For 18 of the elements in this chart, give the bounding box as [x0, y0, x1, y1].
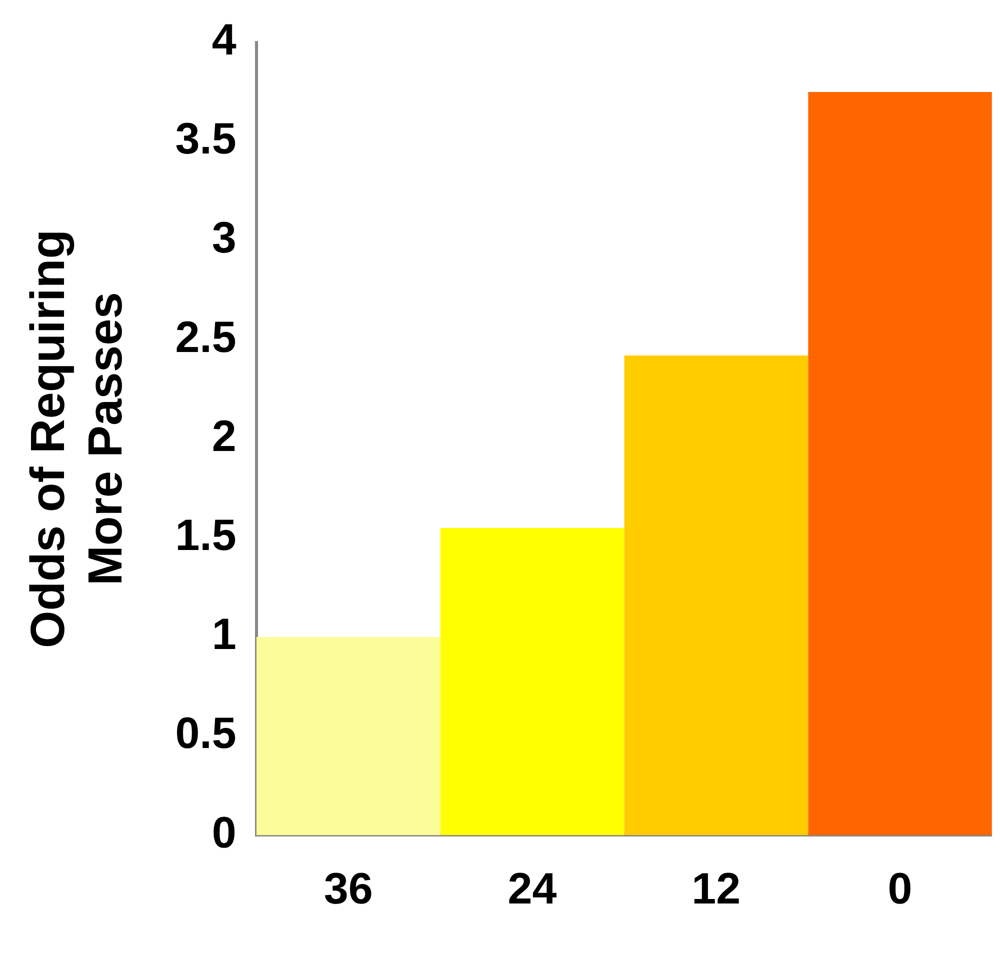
bar	[624, 356, 808, 836]
x-tick-label: 36	[324, 864, 373, 914]
y-tick-label: 3.5	[175, 114, 236, 164]
y-tick-label: 0.5	[175, 709, 236, 758]
y-tick-label: 0	[212, 808, 236, 858]
y-axis-title: Odds of Requiring More Passes	[22, 229, 133, 648]
y-tick-label: 3	[212, 214, 236, 263]
x-tick-label: 0	[888, 864, 912, 914]
x-tick-label: 24	[508, 864, 558, 914]
bar	[808, 92, 992, 836]
y-tick-label: 2	[212, 412, 236, 461]
y-tick-label: 4	[212, 16, 237, 65]
y-tick-label: 2.5	[175, 312, 236, 362]
bar	[256, 637, 440, 836]
y-tick-label: 1.5	[175, 511, 236, 560]
bar	[440, 528, 624, 836]
y-tick-label: 1	[212, 610, 236, 660]
x-tick-label: 12	[692, 864, 741, 914]
